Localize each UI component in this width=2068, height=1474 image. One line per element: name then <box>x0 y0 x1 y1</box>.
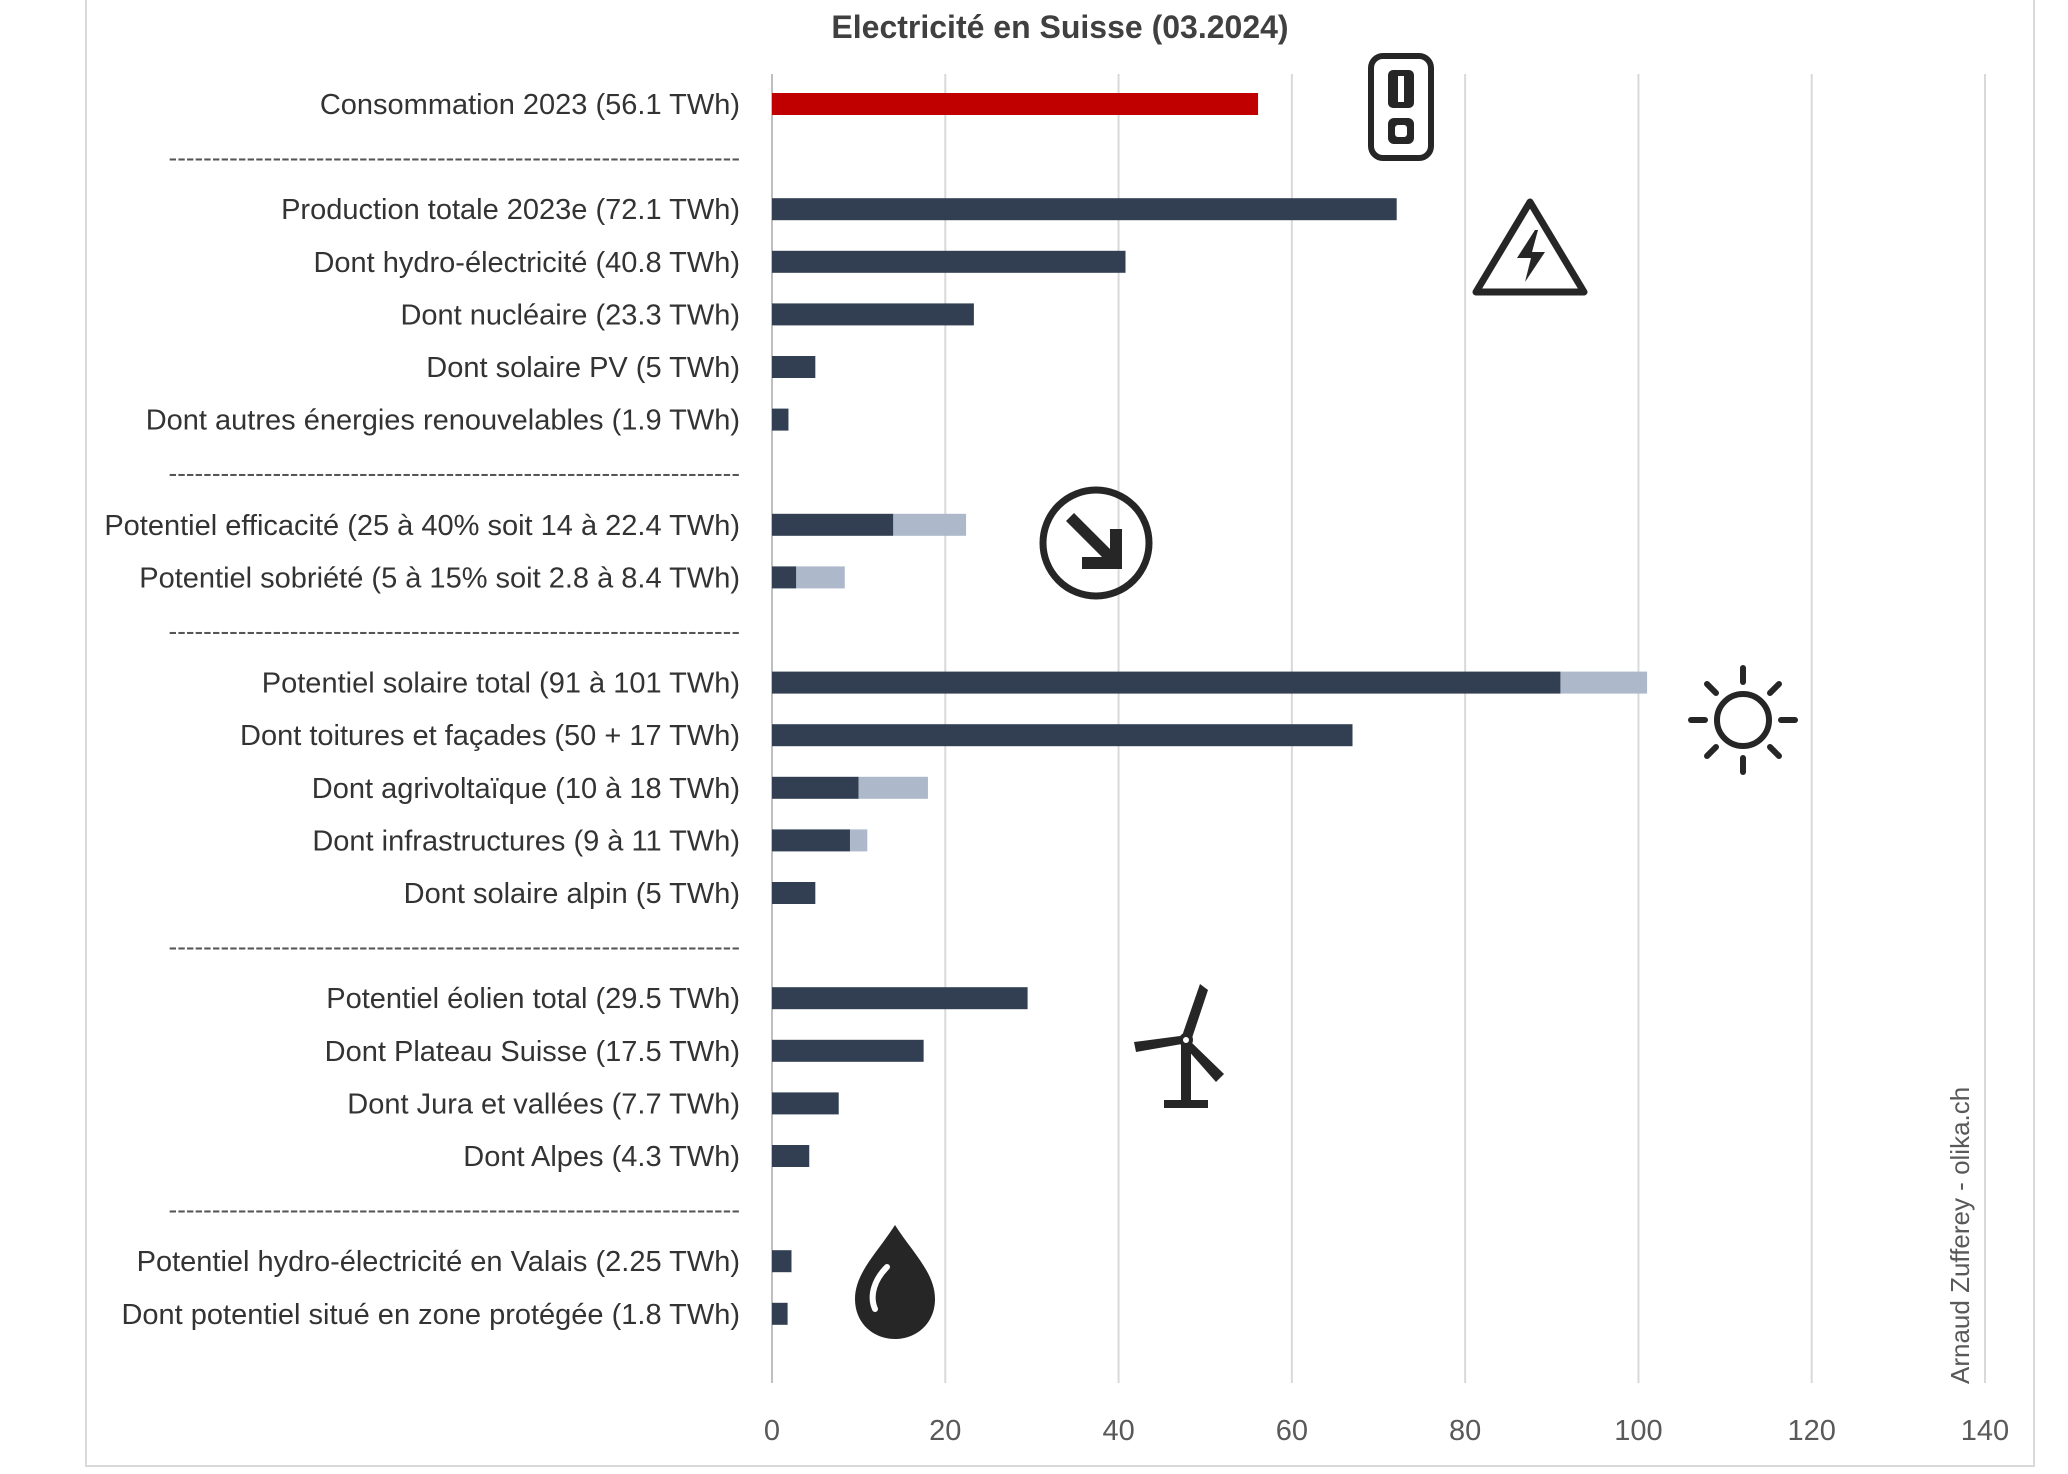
bar-value <box>772 303 974 326</box>
category-labels: Consommation 2023 (56.1 TWh) ------------… <box>104 89 740 1331</box>
power-switch-icon <box>1368 53 1434 161</box>
bar-value <box>772 408 789 431</box>
x-tick-label: 40 <box>1102 1415 1134 1447</box>
category-label: Potentiel solaire total (91 à 101 TWh) <box>262 668 740 700</box>
x-tick-label: 80 <box>1449 1415 1481 1447</box>
category-label: Dont solaire PV (5 TWh) <box>426 352 740 384</box>
bar-value <box>772 356 816 378</box>
bar-value <box>772 1250 792 1273</box>
bar-value <box>772 671 1561 694</box>
category-label: Potentiel efficacité (25 à 40% soit 14 à… <box>104 510 740 542</box>
bar-value <box>772 1039 924 1062</box>
bar-value <box>772 829 850 852</box>
category-label: Dont hydro-électricité (40.8 TWh) <box>313 247 740 279</box>
x-tick-label: 60 <box>1276 1415 1308 1447</box>
bar-value <box>772 776 859 799</box>
chart-title: Electricité en Suisse (03.2024) <box>831 9 1288 45</box>
bar-value <box>772 566 797 589</box>
bar-value <box>772 882 816 904</box>
credit-text: Arnaud Zufferey - olika.ch <box>1945 1087 1975 1384</box>
sun-icon <box>1688 665 1798 775</box>
bar-range-extension <box>796 566 845 589</box>
separator-label: ----------------------------------------… <box>169 143 740 173</box>
category-label: Dont infrastructures (9 à 11 TWh) <box>312 825 740 857</box>
bar-value <box>772 198 1397 221</box>
category-label: Dont agrivoltaïque (10 à 18 TWh) <box>312 773 740 805</box>
bar-value <box>772 513 894 536</box>
category-label: Dont Plateau Suisse (17.5 TWh) <box>325 1036 740 1068</box>
x-tick-label: 120 <box>1788 1415 1836 1447</box>
x-tick-labels: 0 20 40 60 80 100 120 140 <box>764 1415 2009 1447</box>
x-tick-label: 100 <box>1614 1415 1662 1447</box>
high-voltage-warning-icon <box>1472 198 1588 296</box>
category-label: Dont autres énergies renouvelables (1.9 … <box>146 405 740 437</box>
water-drop-icon <box>855 1225 935 1339</box>
bar-value <box>772 1092 839 1115</box>
category-label: Dont potentiel situé en zone protégée (1… <box>121 1299 740 1331</box>
category-label: Dont solaire alpin (5 TWh) <box>404 878 740 910</box>
category-label: Dont Alpes (4.3 TWh) <box>463 1141 740 1173</box>
separator-label: ----------------------------------------… <box>169 616 740 646</box>
bar-value <box>772 1302 788 1325</box>
bar-value <box>772 987 1028 1010</box>
category-label: Potentiel hydro-électricité en Valais (2… <box>137 1246 740 1278</box>
bar-value <box>772 1145 810 1167</box>
bar-range-extension <box>893 513 967 536</box>
separator-label: ----------------------------------------… <box>169 932 740 962</box>
wind-turbine-icon <box>1134 984 1224 1108</box>
category-label: Dont nucléaire (23.3 TWh) <box>400 299 740 331</box>
bar-range-extension <box>1560 671 1648 694</box>
separator-label: ----------------------------------------… <box>169 1195 740 1225</box>
separator-label: ----------------------------------------… <box>169 458 740 488</box>
bar-range-extension <box>849 829 868 852</box>
category-label: Potentiel sobriété (5 à 15% soit 2.8 à 8… <box>139 562 740 594</box>
bar-value <box>772 250 1126 273</box>
x-tick-label: 0 <box>764 1415 780 1447</box>
category-label: Potentiel éolien total (29.5 TWh) <box>326 983 740 1015</box>
bar-value <box>772 93 1259 115</box>
category-label: Production totale 2023e (72.1 TWh) <box>281 194 740 226</box>
bar-value <box>772 724 1353 747</box>
x-tick-label: 20 <box>929 1415 961 1447</box>
category-label: Consommation 2023 (56.1 TWh) <box>320 89 740 121</box>
category-label: Dont Jura et vallées (7.7 TWh) <box>347 1088 740 1120</box>
bar-range-extension <box>858 776 928 799</box>
category-label: Dont toitures et façades (50 + 17 TWh) <box>240 720 740 752</box>
bars <box>772 93 1648 1325</box>
arrow-down-right-icon <box>1039 486 1153 600</box>
x-tick-label: 140 <box>1961 1415 2009 1447</box>
